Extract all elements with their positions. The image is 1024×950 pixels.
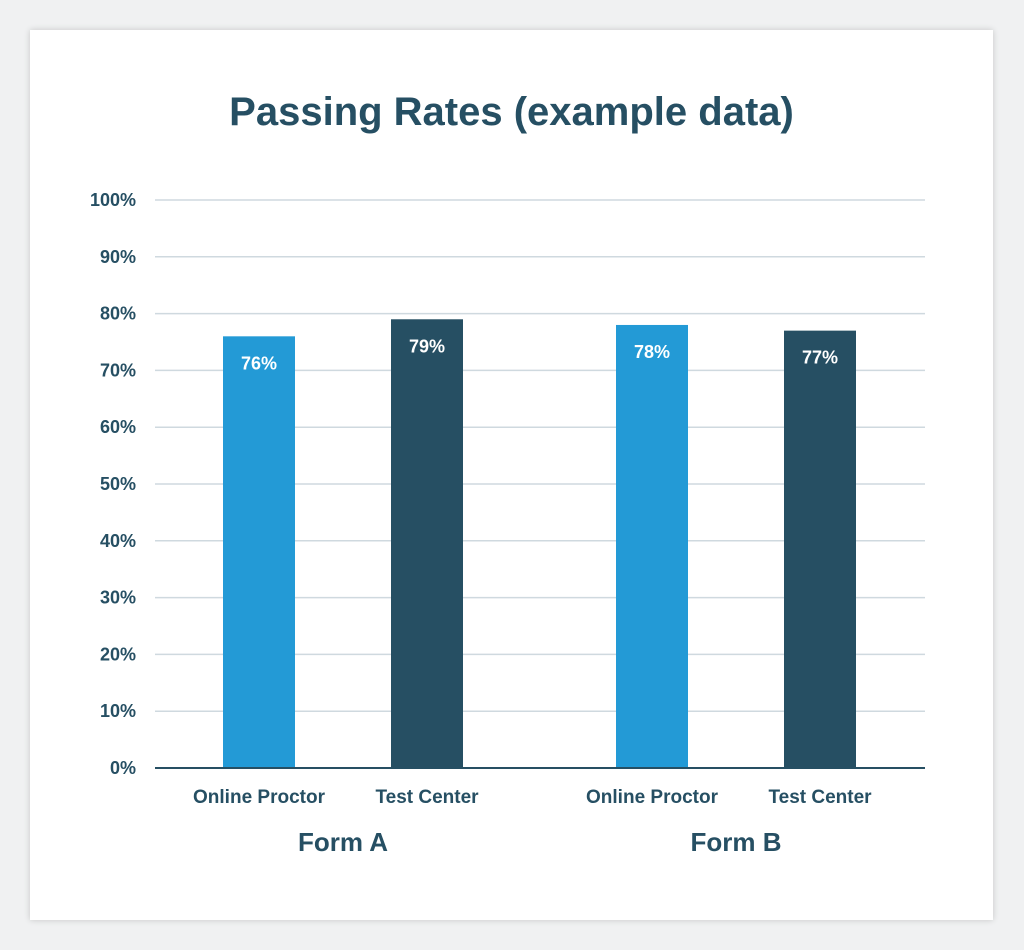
y-tick-label: 80% (100, 304, 136, 324)
chart-title: Passing Rates (example data) (229, 90, 794, 134)
y-tick-label: 100% (90, 190, 136, 210)
bar-form-a-test-center (391, 319, 463, 768)
x-category-label: Test Center (768, 787, 872, 808)
y-tick-label: 20% (100, 644, 136, 664)
x-category-label: Test Center (375, 787, 479, 808)
data-label: 76% (241, 353, 277, 373)
bars: 76% 79% 78% 77% (223, 319, 856, 768)
y-tick-label: 30% (100, 588, 136, 608)
y-tick-label: 40% (100, 531, 136, 551)
y-tick-label: 60% (100, 417, 136, 437)
y-axis-ticks: 0% 10% 20% 30% 40% 50% 60% 70% 80% 90% 100% (90, 190, 136, 778)
bar-form-b-online-proctor (616, 324, 688, 768)
y-tick-label: 0% (110, 758, 136, 778)
x-category-label: Online Proctor (586, 787, 719, 808)
data-label: 78% (634, 342, 670, 362)
bar-form-b-test-center (784, 330, 856, 768)
y-tick-label: 50% (100, 474, 136, 494)
y-tick-label: 90% (100, 247, 136, 267)
y-tick-label: 10% (100, 701, 136, 721)
x-category-label: Online Proctor (193, 787, 326, 808)
y-tick-label: 70% (100, 360, 136, 380)
x-axis-labels: Online Proctor Test Center Form A Online Pr… (193, 787, 872, 857)
x-group-label: Form B (691, 827, 782, 857)
x-group-label: Form A (298, 827, 388, 857)
data-label: 79% (409, 336, 445, 356)
data-label: 77% (802, 348, 838, 368)
bar-form-a-online-proctor (223, 336, 295, 768)
